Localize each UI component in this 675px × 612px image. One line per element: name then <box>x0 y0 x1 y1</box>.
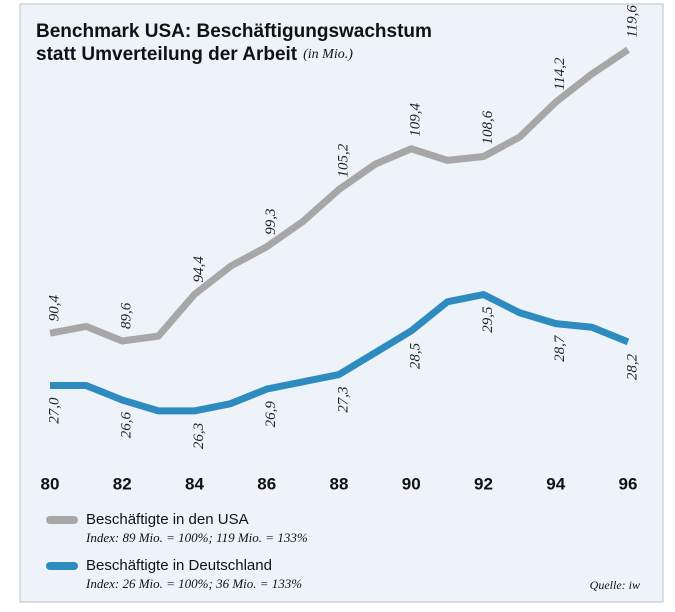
chart-title: statt Umverteilung der Arbeit (in Mio.) <box>36 44 353 65</box>
data-label: 114,2 <box>552 57 568 90</box>
x-tick-label: 82 <box>113 474 132 493</box>
data-label: 27,0 <box>46 397 62 424</box>
legend-note: Index: 89 Mio. = 100%; 119 Mio. = 133% <box>85 530 308 545</box>
data-label: 26,6 <box>119 412 135 439</box>
x-tick-label: 80 <box>41 474 60 493</box>
data-label: 99,3 <box>263 209 279 235</box>
x-tick-label: 88 <box>330 474 349 493</box>
data-label: 105,2 <box>335 143 351 177</box>
data-label: 28,7 <box>552 334 568 362</box>
x-tick-label: 92 <box>474 474 493 493</box>
data-label: 28,5 <box>408 342 424 369</box>
data-label: 26,3 <box>191 423 207 449</box>
data-label: 29,5 <box>480 306 496 333</box>
title-line: statt Umverteilung der Arbeit <box>36 44 298 65</box>
data-line <box>49 46 630 345</box>
source: Quelle: iw <box>590 578 640 592</box>
x-tick-label: 84 <box>185 474 204 493</box>
data-label: 89,6 <box>119 302 135 329</box>
data-label: 27,3 <box>335 387 351 413</box>
x-tick-label: 86 <box>257 474 276 493</box>
x-tick-label: 90 <box>402 474 421 493</box>
data-label: 119,6 <box>624 5 640 38</box>
data-label: 90,4 <box>46 294 62 321</box>
data-label: 26,9 <box>263 401 279 428</box>
data-label: 109,4 <box>408 102 424 136</box>
legend-label: Beschäftigte in den USA <box>86 511 249 528</box>
legend-note: Index: 26 Mio. = 100%; 36 Mio. = 133% <box>85 576 302 591</box>
data-line <box>50 291 630 415</box>
x-tick-label: 96 <box>619 474 638 493</box>
data-label: 28,2 <box>624 353 640 380</box>
legend-label: Beschäftigte in Deutschland <box>86 557 272 574</box>
chart-title: Benchmark USA: Beschäftigungswachstum <box>36 21 432 42</box>
data-label: 108,6 <box>480 110 496 144</box>
data-label: 94,4 <box>191 256 207 283</box>
subtitle: (in Mio.) <box>303 47 353 62</box>
x-tick-label: 94 <box>546 474 565 493</box>
